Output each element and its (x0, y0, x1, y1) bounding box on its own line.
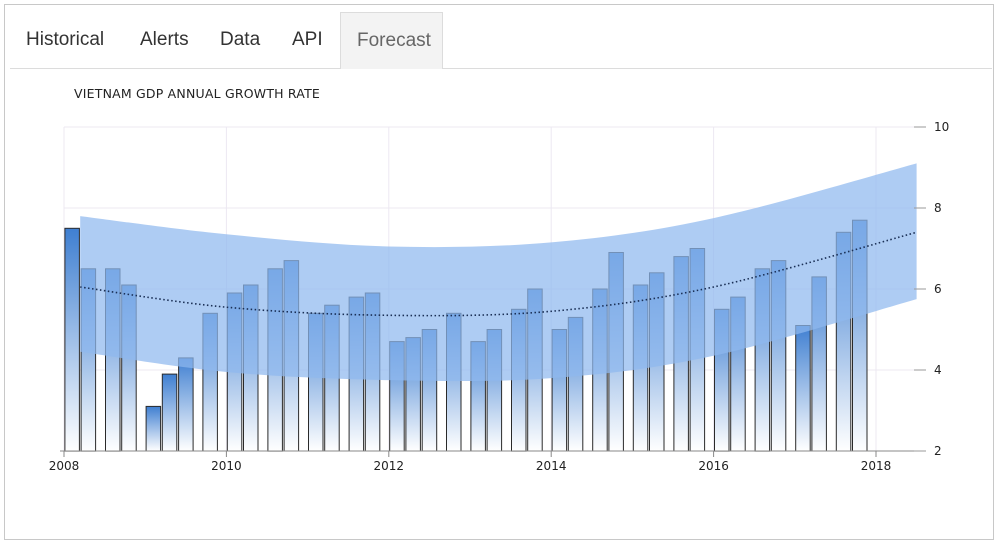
x-tick-label: 2018 (861, 459, 892, 473)
forecast-band-area (80, 163, 917, 382)
chart-bar (795, 325, 811, 452)
y-tick-label: 6 (934, 282, 942, 296)
forecast-band (80, 163, 917, 382)
y-tick-label: 10 (934, 120, 949, 134)
x-tick-label: 2010 (211, 459, 242, 473)
tab-alerts[interactable]: Alerts (140, 29, 189, 50)
tab-historical[interactable]: Historical (26, 29, 105, 50)
y-tick-label: 8 (934, 201, 942, 215)
chart-bar (64, 227, 80, 452)
forecast-trend-line (80, 231, 917, 317)
chart-bar (145, 405, 162, 452)
y-axis-ticks: 2 4 6 8 10 (914, 120, 949, 458)
x-axis-ticks: 2008 2010 2012 2014 2016 2018 (49, 451, 892, 473)
x-tick-label: 2016 (698, 459, 729, 473)
forecast-trend-path (80, 231, 917, 317)
y-tick-label: 2 (934, 444, 942, 458)
tab-forecast[interactable]: Forecast (340, 12, 443, 69)
x-tick-label: 2014 (536, 459, 567, 473)
x-tick-label: 2012 (374, 459, 405, 473)
chart-bar (178, 357, 194, 452)
chart-title: VIETNAM GDP ANNUAL GROWTH RATE (74, 86, 321, 101)
tab-bar: Historical Alerts Data API Forecast (10, 12, 992, 69)
tab-data[interactable]: Data (220, 29, 261, 50)
chart-bar (161, 373, 178, 452)
tab-api[interactable]: API (292, 29, 323, 50)
y-tick-label: 4 (934, 363, 942, 377)
x-tick-label: 2008 (49, 459, 80, 473)
